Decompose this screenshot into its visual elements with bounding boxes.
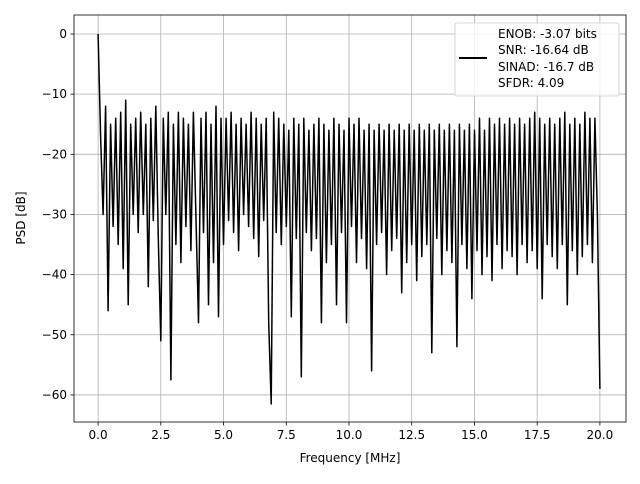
x-tick-label: 0.0 xyxy=(89,428,108,442)
x-tick-label: 12.5 xyxy=(398,428,425,442)
ticks: 0.0 2.5 5.0 7.5 10.0 12.5 15.0 17.5 20.0 0 −10 −20 −… xyxy=(42,27,614,442)
y-tick-label: −30 xyxy=(42,207,67,221)
legend-enob: ENOB: -3.07 bits xyxy=(498,27,597,41)
y-tick-label: −50 xyxy=(42,328,67,342)
y-axis-label: PSD [dB] xyxy=(14,191,28,244)
y-tick-label: 0 xyxy=(59,27,67,41)
legend-snr: SNR: -16.64 dB xyxy=(498,43,589,57)
legend-sfdr: SFDR: 4.09 xyxy=(498,76,564,90)
x-tick-label: 7.5 xyxy=(277,428,296,442)
y-tick-label: −60 xyxy=(42,388,67,402)
y-tick-label: −10 xyxy=(42,87,67,101)
x-axis-label: Frequency [MHz] xyxy=(300,451,401,465)
axes-frame xyxy=(73,14,627,423)
legend-box xyxy=(454,22,620,97)
x-tick-label: 2.5 xyxy=(151,428,170,442)
y-tick-label: −40 xyxy=(42,268,67,282)
psd-line xyxy=(97,33,601,405)
x-tick-label: 20.0 xyxy=(587,428,614,442)
x-tick-label: 15.0 xyxy=(461,428,488,442)
legend-sinad: SINAD: -16.7 dB xyxy=(498,60,594,74)
series-layer xyxy=(97,33,601,405)
x-tick-label: 17.5 xyxy=(524,428,551,442)
x-tick-label: 10.0 xyxy=(336,428,363,442)
x-tick-label: 5.0 xyxy=(214,428,233,442)
legend: ENOB: -3.07 bits SNR: -16.64 dB SINAD: -… xyxy=(454,22,620,97)
y-tick-label: −20 xyxy=(42,147,67,161)
